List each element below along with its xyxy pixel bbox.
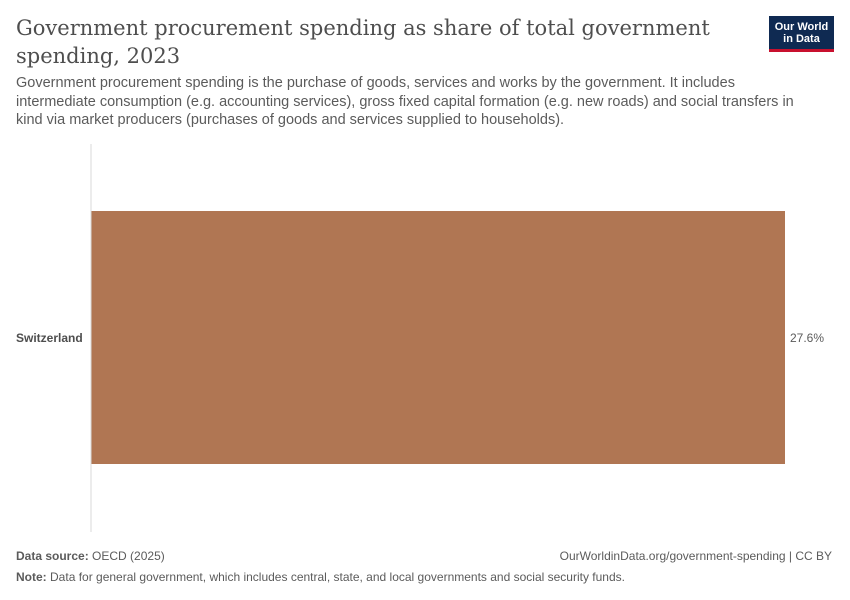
data-source: Data source: OECD (2025) (16, 549, 165, 563)
bar-chart-svg (90, 144, 785, 532)
logo-line-1: Our World (774, 21, 829, 33)
source-label: Data source: (16, 549, 89, 563)
note-label: Note: (16, 570, 47, 584)
logo-line-2: in Data (783, 33, 820, 45)
value-label: 27.6% (790, 331, 825, 345)
chart-subtitle: Government procurement spending is the p… (16, 75, 794, 128)
note-text: Data for general government, which inclu… (50, 570, 625, 584)
chart-note: Note: Data for general government, which… (16, 570, 625, 584)
chart-url-license[interactable]: OurWorldinData.org/government-spending |… (559, 549, 832, 563)
chart-title: Government procurement spending as share… (16, 16, 710, 68)
bar-chart-area: Switzerland 27.6% (0, 140, 850, 540)
bar-switzerland[interactable] (91, 211, 785, 464)
category-label: Switzerland (16, 331, 83, 345)
source-text[interactable]: OECD (2025) (92, 549, 165, 563)
owid-logo[interactable]: Our World in Data (769, 16, 834, 52)
